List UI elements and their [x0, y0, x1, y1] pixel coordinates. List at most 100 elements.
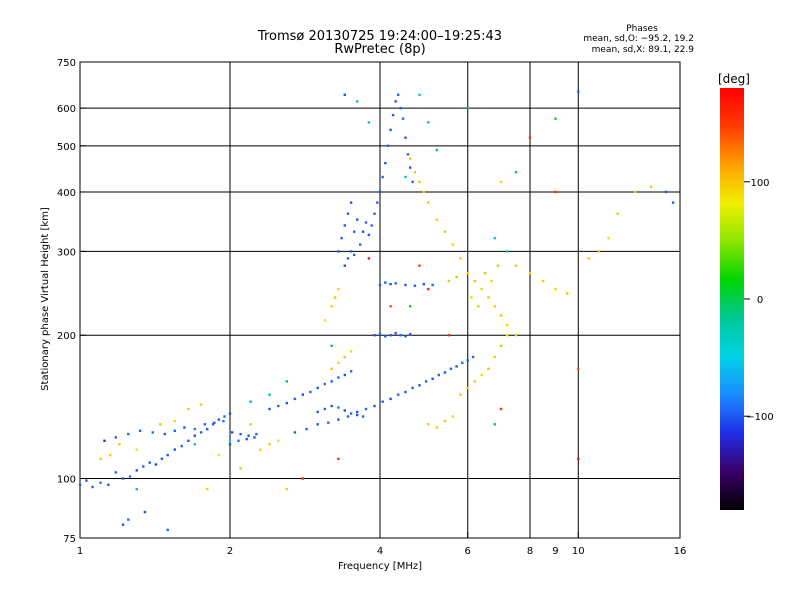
x-minor-tick-label: 8 [527, 546, 533, 557]
colorbar [720, 88, 744, 510]
data-point [160, 457, 164, 460]
data-point [378, 283, 382, 287]
data-point [399, 106, 402, 110]
data-point [285, 487, 288, 491]
data-point [228, 412, 232, 415]
phase-stats-o: mean, sd,O: −95.2, 19.2 [583, 34, 694, 44]
data-point [506, 334, 509, 337]
data-point [356, 218, 359, 221]
data-point [435, 426, 438, 429]
data-point [409, 333, 412, 336]
data-point [337, 457, 340, 460]
data-point [554, 190, 557, 194]
data-point [85, 479, 88, 482]
data-point [418, 93, 421, 96]
data-point [411, 180, 414, 184]
data-point [349, 350, 353, 353]
data-point [305, 427, 308, 431]
data-point [397, 393, 400, 396]
data-point [337, 418, 340, 421]
data-point [406, 153, 410, 156]
data-point [346, 257, 350, 260]
data-point [499, 344, 503, 347]
data-point [211, 423, 215, 426]
data-point [493, 355, 496, 359]
data-point [277, 404, 280, 408]
data-point [447, 334, 451, 337]
data-point [418, 180, 421, 184]
data-point [148, 461, 151, 464]
data-point [443, 419, 447, 423]
x-tick-label: 1 [77, 546, 83, 557]
x-axis-label: Frequency [MHz] [338, 561, 422, 572]
data-point [361, 415, 365, 418]
data-point [353, 253, 356, 257]
data-point [541, 279, 545, 283]
data-point [435, 218, 438, 221]
data-point [173, 419, 176, 423]
data-point [493, 236, 496, 240]
data-point [577, 367, 580, 370]
data-point [401, 117, 405, 120]
data-point [404, 136, 407, 139]
data-point [422, 283, 426, 286]
data-point [404, 175, 407, 179]
data-point [323, 319, 326, 322]
data-point [607, 236, 610, 240]
y-tick-label: 200 [57, 331, 76, 342]
x-tick-label: 6 [465, 546, 471, 557]
data-point [103, 439, 106, 442]
data-point [397, 93, 400, 96]
data-point [367, 233, 371, 237]
data-point [391, 113, 395, 117]
data-point [109, 453, 112, 457]
data-point [343, 93, 346, 96]
data-point [422, 190, 426, 194]
y-tick-label: 600 [57, 104, 76, 115]
data-point [293, 431, 297, 434]
data-point [301, 393, 304, 396]
data-point [664, 190, 668, 194]
data-point [499, 407, 503, 411]
data-point [166, 528, 169, 532]
data-point [206, 427, 209, 431]
data-point [349, 412, 353, 415]
x-tick-label: 2 [227, 546, 233, 557]
data-point [343, 224, 346, 227]
y-tick-label: 500 [57, 142, 76, 153]
data-point [409, 157, 412, 160]
data-point [435, 148, 438, 152]
data-point [353, 230, 356, 233]
data-point [466, 386, 469, 390]
data-point [337, 250, 340, 253]
data-point [135, 448, 138, 451]
data-point [506, 250, 509, 253]
data-point [364, 221, 368, 224]
colorbar-ticks: 100 0 −100 [744, 178, 774, 423]
data-point [159, 423, 162, 426]
data-point [367, 121, 371, 124]
data-point [121, 523, 125, 526]
data-point [114, 436, 117, 439]
data-point [138, 429, 142, 432]
data-point [373, 404, 376, 408]
colorbar-tick-label: −100 [746, 412, 773, 423]
data-point [449, 367, 453, 370]
data-point [447, 279, 451, 283]
data-point [222, 419, 225, 423]
data-point [166, 453, 169, 457]
data-point [163, 432, 166, 436]
data-point [394, 282, 397, 285]
data-point [193, 443, 196, 446]
data-point [330, 380, 333, 383]
data-point [616, 212, 619, 215]
data-point [386, 144, 390, 147]
data-point [135, 487, 138, 491]
x-tick-label: 16 [674, 546, 687, 557]
data-point [330, 404, 333, 408]
colorbar-unit: [deg] [718, 72, 750, 86]
data-point [364, 407, 368, 411]
phase-stats-title: Phases [626, 24, 658, 34]
phase-stats-x: mean, sd,X: 89.1, 22.9 [592, 45, 695, 55]
data-point [373, 212, 376, 215]
